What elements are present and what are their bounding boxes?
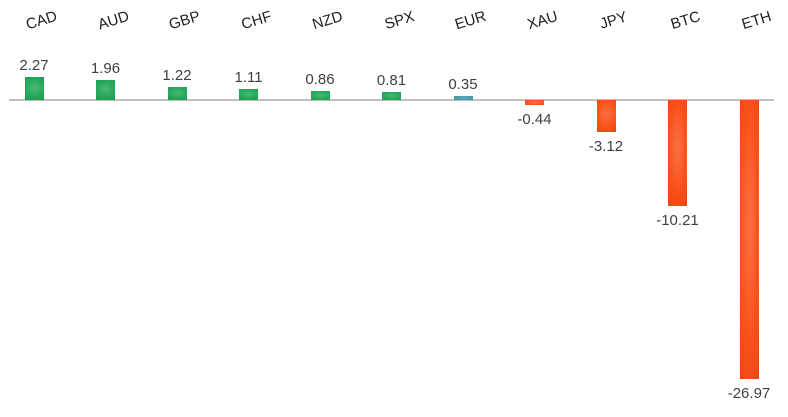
bar-gradient-overlay: [596, 100, 616, 132]
bar-gradient-overlay: [668, 100, 687, 206]
bar-aud: [96, 80, 115, 100]
bar-gbp: [167, 87, 187, 100]
value-label-eur: 0.35: [448, 76, 478, 93]
bar-gradient-overlay: [382, 92, 401, 100]
bar-gradient-overlay: [453, 96, 473, 100]
value-label-xau: -0.44: [517, 111, 552, 128]
value-label-nzd: 0.86: [305, 71, 335, 88]
category-label-eur: EUR: [452, 7, 489, 34]
x-axis-zero-line: [9, 99, 774, 101]
category-label-chf: CHF: [238, 7, 274, 34]
category-label-jpy: JPY: [597, 8, 630, 33]
bar-gradient-overlay: [167, 87, 187, 100]
bar-chf: [239, 89, 258, 100]
value-label-cad: 2.27: [19, 57, 49, 74]
category-label-xau: XAU: [524, 7, 560, 34]
value-label-spx: 0.81: [376, 72, 407, 89]
value-label-chf: 1.11: [234, 69, 263, 86]
category-label-aud: AUD: [95, 7, 131, 34]
bar-gradient-overlay: [24, 77, 44, 100]
category-label-cad: CAD: [23, 7, 60, 34]
category-label-spx: SPX: [382, 8, 416, 34]
bar-spx: [382, 92, 401, 100]
bar-cad: [24, 77, 44, 100]
bar-xau: [525, 100, 544, 105]
value-label-jpy: -3.12: [588, 138, 624, 155]
bar-gradient-overlay: [310, 91, 330, 100]
value-label-gbp: 1.22: [162, 67, 192, 84]
bar-eur: [453, 96, 473, 100]
bar-jpy: [596, 100, 616, 132]
bar-gradient-overlay: [239, 89, 258, 100]
category-label-nzd: NZD: [310, 7, 345, 34]
bar-eth: [739, 100, 759, 379]
category-label-btc: BTC: [668, 8, 702, 34]
category-label-eth: ETH: [739, 8, 774, 34]
bar-btc: [668, 100, 687, 206]
value-label-btc: -10.21: [656, 212, 699, 229]
bar-gradient-overlay: [96, 80, 115, 100]
category-label-gbp: GBP: [166, 7, 203, 34]
bar-gradient-overlay: [525, 100, 544, 105]
value-label-aud: 1.96: [90, 60, 121, 77]
bar-gradient-overlay: [739, 100, 759, 379]
bar-nzd: [310, 91, 330, 100]
value-label-eth: -26.97: [727, 385, 771, 402]
